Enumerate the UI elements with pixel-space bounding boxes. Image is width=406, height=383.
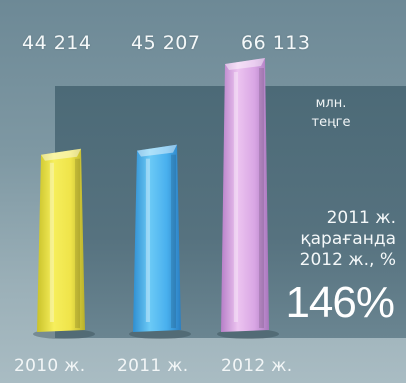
bar-value-label-2012: 66 113 bbox=[241, 32, 311, 54]
bar-2011 bbox=[129, 144, 191, 339]
x-tick-label-2011: 2011 ж. bbox=[117, 356, 189, 376]
growth-percentage: 146% bbox=[285, 278, 395, 327]
comparison-annotation: 2011 ж. қарағанда 2012 ж., % bbox=[256, 208, 396, 271]
bar-value-label-2011: 45 207 bbox=[131, 32, 201, 54]
bar-2010 bbox=[33, 148, 95, 339]
unit-label-line-1: млн. bbox=[315, 96, 347, 111]
x-tick-label-2012: 2012 ж. bbox=[221, 356, 293, 376]
x-tick-label-2010: 2010 ж. bbox=[14, 356, 86, 376]
unit-label: млн. теңге bbox=[296, 94, 366, 132]
unit-label-line-2: теңге bbox=[311, 115, 351, 130]
bar-2012 bbox=[217, 58, 279, 339]
bar-value-label-2010: 44 214 bbox=[22, 32, 92, 54]
annotation-line-1: 2011 ж. bbox=[326, 208, 396, 228]
annotation-line-2: қарағанда bbox=[300, 229, 396, 249]
annotation-line-3: 2012 ж., % bbox=[299, 250, 396, 270]
